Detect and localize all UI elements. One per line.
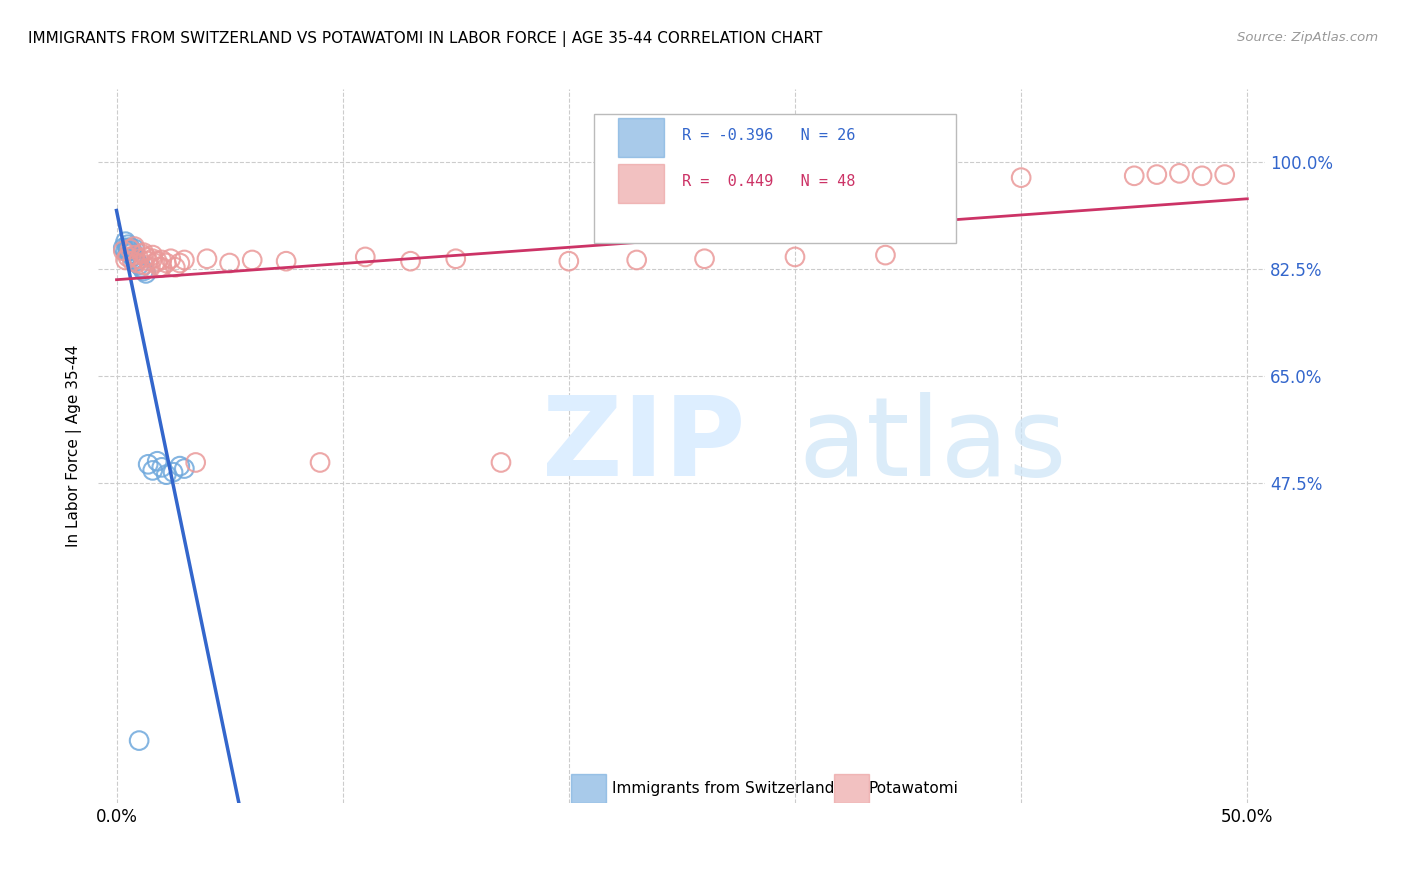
Bar [617,164,665,203]
Point [146,254,169,268]
Point [117,241,139,255]
Point [150,252,173,267]
Point [173,461,195,475]
Point [155,256,177,270]
Point [165,260,187,275]
Point [128,252,150,266]
Point [136,254,159,268]
Point [162,465,184,479]
Point [124,252,146,266]
Point [1146,168,1168,182]
Point [121,250,143,264]
Point [125,254,148,268]
Point [128,258,150,272]
Text: atlas: atlas [799,392,1067,500]
Point [132,245,155,260]
Point [117,244,139,258]
Point [489,455,512,469]
Point [218,256,240,270]
Point [558,254,581,268]
Point [184,455,207,469]
Point [131,260,153,275]
Point [132,258,155,272]
Point [139,260,162,275]
Point [117,250,139,264]
Point [128,733,150,747]
Point [121,244,143,258]
Point [146,454,169,468]
Point [135,266,157,280]
Text: IMMIGRANTS FROM SWITZERLAND VS POTAWATOMI IN LABOR FORCE | AGE 35-44 CORRELATION: IMMIGRANTS FROM SWITZERLAND VS POTAWATOM… [28,31,823,47]
Point [135,250,157,264]
Point [1123,169,1146,183]
Text: Source: ZipAtlas.com: Source: ZipAtlas.com [1237,31,1378,45]
Point [399,254,422,268]
Point [125,256,148,270]
Point [124,248,146,262]
FancyBboxPatch shape [595,114,956,243]
Point [143,256,166,270]
Bar [571,774,606,803]
Point [120,242,142,256]
Point [121,254,143,268]
Point [142,463,165,477]
Point [240,252,263,267]
Point [169,256,191,270]
Point [136,458,159,472]
Point [148,260,170,275]
Point [114,235,136,249]
Point [1213,168,1236,182]
Point [120,247,142,261]
Point [131,247,153,261]
Text: R = -0.396   N = 26: R = -0.396 N = 26 [682,128,855,143]
Bar [617,118,665,157]
Point [444,252,467,266]
Point [155,467,177,482]
Point [169,459,191,474]
Point [783,250,806,264]
Point [117,237,139,252]
Text: R =  0.449   N = 48: R = 0.449 N = 48 [682,175,855,189]
Point [112,244,135,258]
Point [114,244,136,258]
Point [150,260,173,275]
Point [309,455,332,469]
Point [354,250,377,264]
Point [150,460,173,475]
Point [875,248,897,262]
Point [195,252,218,266]
Point [124,239,146,253]
Point [112,241,135,255]
Point [142,248,165,262]
Point [1191,169,1213,183]
Point [626,252,648,267]
Point [693,252,716,266]
Point [142,252,165,266]
Point [132,264,155,278]
Point [159,252,181,266]
Y-axis label: In Labor Force | Age 35-44: In Labor Force | Age 35-44 [66,345,83,547]
Text: Immigrants from Switzerland: Immigrants from Switzerland [612,781,834,796]
Text: ZIP: ZIP [541,392,745,500]
Bar [834,774,869,803]
Point [114,252,136,267]
Text: Potawatomi: Potawatomi [869,781,959,796]
Point [173,252,195,267]
Point [1168,166,1191,180]
Point [276,254,298,268]
Point [1010,170,1032,185]
Point [120,241,142,255]
Point [124,242,146,256]
